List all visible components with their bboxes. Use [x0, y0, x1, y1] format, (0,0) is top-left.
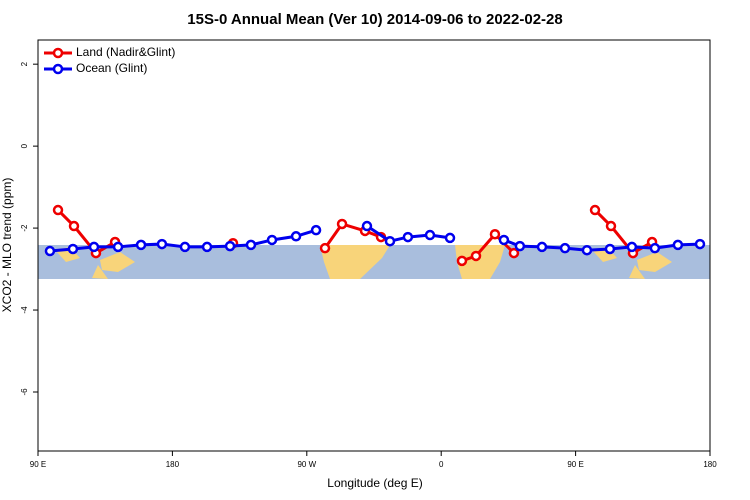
point [589, 204, 601, 216]
point [456, 255, 468, 267]
point [514, 240, 526, 252]
point [361, 220, 373, 232]
point [402, 231, 414, 243]
point [156, 238, 168, 250]
point [112, 241, 124, 253]
point [498, 234, 510, 246]
point [336, 218, 348, 230]
point [319, 242, 331, 254]
y-tick-label: -6 [20, 388, 29, 396]
point [694, 238, 706, 250]
point [67, 243, 79, 255]
point [559, 242, 571, 254]
point [672, 239, 684, 251]
point [135, 239, 147, 251]
point [52, 204, 64, 216]
point [626, 241, 638, 253]
point [88, 241, 100, 253]
plot-frame [37, 39, 711, 452]
point [424, 229, 436, 241]
y-tick-label: -4 [20, 306, 29, 314]
point [44, 245, 56, 257]
point [179, 241, 191, 253]
legend-marker [52, 47, 64, 59]
point [489, 228, 501, 240]
x-tick-label: 180 [166, 460, 180, 469]
chart-title: 15S-0 Annual Mean (Ver 10) 2014-09-06 to… [187, 11, 562, 28]
x-tick-label: 90 W [297, 460, 316, 469]
legend-label: Ocean (Glint) [76, 61, 147, 75]
point [68, 220, 80, 232]
x-tick-label: 180 [703, 460, 717, 469]
point [245, 239, 257, 251]
point [310, 224, 322, 236]
point [470, 250, 482, 262]
x-tick-label: 0 [439, 460, 444, 469]
point [604, 243, 616, 255]
point [224, 240, 236, 252]
y-tick-label: 2 [20, 61, 29, 66]
point [266, 234, 278, 246]
point [581, 244, 593, 256]
legend-label: Land (Nadir&Glint) [76, 45, 175, 59]
legend-marker [52, 63, 64, 75]
point [605, 220, 617, 232]
point [290, 231, 302, 242]
point [536, 241, 548, 253]
point [384, 235, 396, 247]
x-tick-label: 90 E [567, 460, 583, 469]
y-tick-label: -2 [20, 224, 29, 232]
y-tick-label: 0 [20, 143, 29, 148]
x-tick-label: 90 E [30, 460, 46, 469]
point [201, 241, 213, 253]
point [649, 242, 661, 254]
series-line [56, 208, 653, 263]
y-axis-label: XCO2 - MLO trend (ppm) [0, 178, 14, 313]
point [444, 232, 456, 244]
point [508, 247, 520, 259]
x-axis-label: Longitude (deg E) [327, 476, 422, 490]
